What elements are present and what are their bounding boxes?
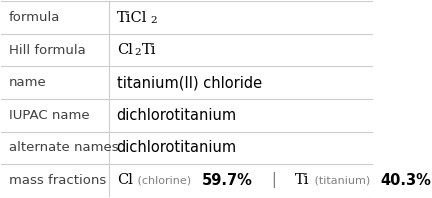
Text: Hill formula: Hill formula: [9, 44, 86, 57]
Text: alternate names: alternate names: [9, 141, 118, 154]
Text: dichlorotitanium: dichlorotitanium: [117, 140, 237, 155]
Text: |: |: [258, 172, 291, 188]
Text: (chlorine): (chlorine): [134, 175, 195, 185]
Text: titanium(II) chloride: titanium(II) chloride: [117, 75, 262, 90]
Text: 59.7%: 59.7%: [202, 173, 253, 188]
Text: mass fractions: mass fractions: [9, 174, 106, 187]
Text: Cl: Cl: [117, 173, 133, 187]
Text: 2: 2: [134, 48, 141, 57]
Text: name: name: [9, 76, 47, 89]
Text: (titanium): (titanium): [311, 175, 374, 185]
Text: Ti: Ti: [295, 173, 309, 187]
Text: Cl: Cl: [117, 43, 133, 57]
Text: formula: formula: [9, 11, 60, 24]
Text: 40.3%: 40.3%: [381, 173, 431, 188]
Text: IUPAC name: IUPAC name: [9, 109, 89, 122]
Text: TiCl: TiCl: [117, 11, 147, 25]
Text: dichlorotitanium: dichlorotitanium: [117, 108, 237, 123]
Text: 2: 2: [150, 15, 157, 25]
Text: Ti: Ti: [142, 43, 156, 57]
